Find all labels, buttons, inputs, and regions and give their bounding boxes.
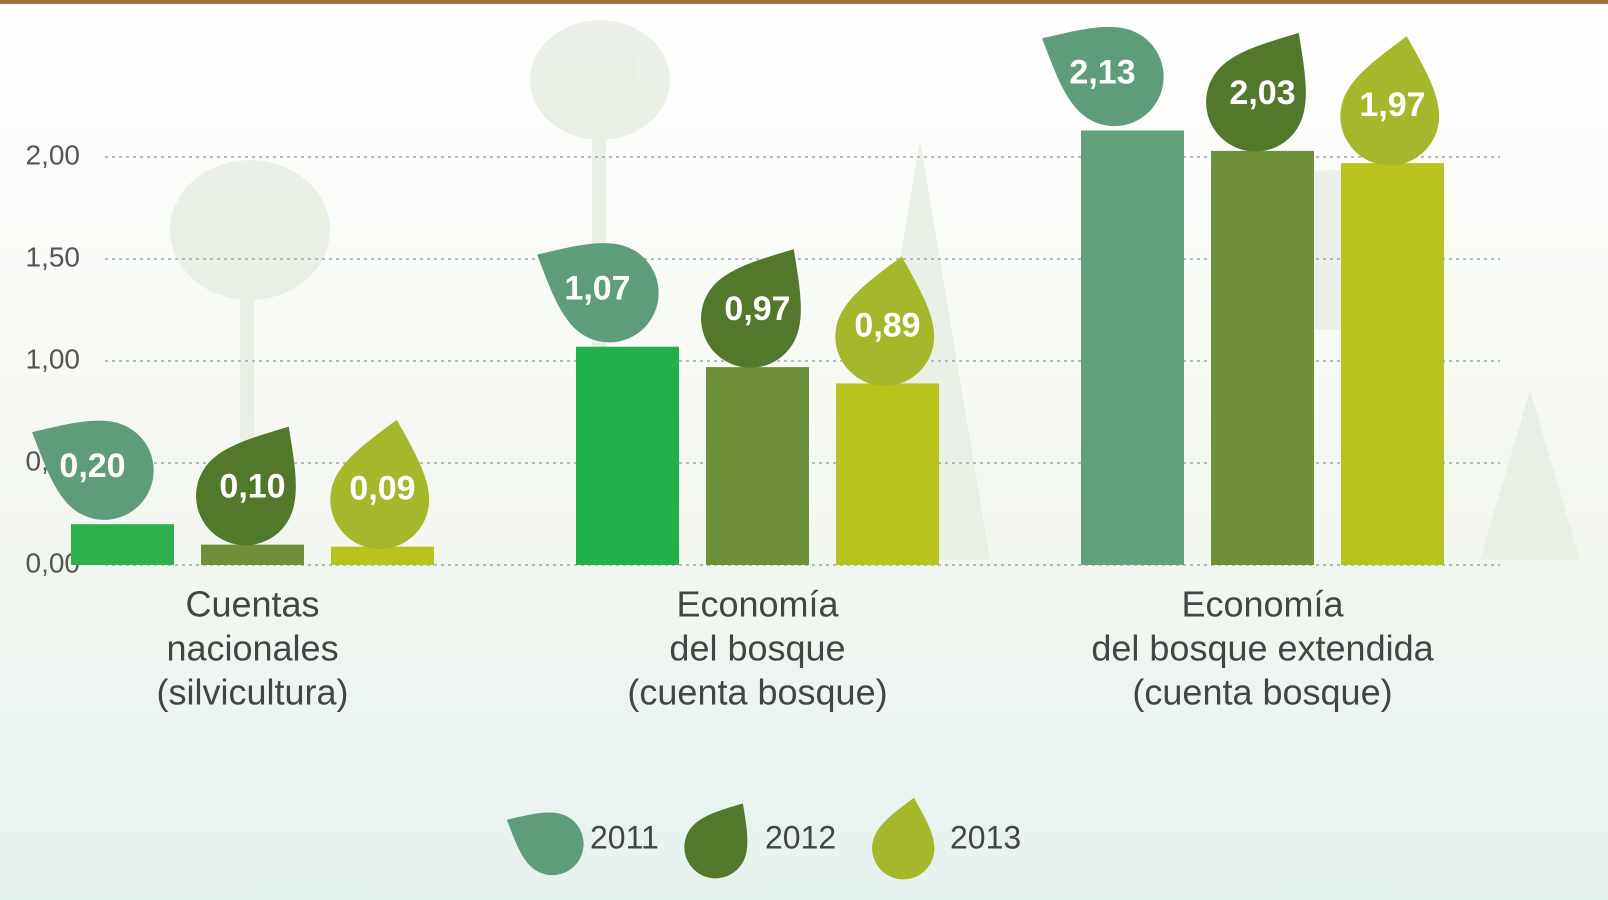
value-leaf: 0,09 [330, 419, 430, 550]
leaf [330, 419, 430, 550]
leaf [537, 243, 659, 343]
leaf [701, 249, 801, 368]
value-label: 1,07 [564, 270, 630, 308]
y-tick-label: 1,00 [26, 343, 81, 374]
leaf [684, 803, 748, 879]
value-label: 1,97 [1359, 86, 1425, 124]
x-category-label: (cuenta bosque) [1132, 672, 1392, 713]
legend-item: 2013 [872, 797, 1021, 880]
leaf [835, 256, 935, 386]
x-category-label: (cuenta bosque) [627, 672, 887, 713]
x-category-label: (silvicultura) [156, 672, 348, 713]
bar [71, 524, 174, 565]
legend-label: 2012 [765, 819, 836, 855]
bar [1341, 163, 1444, 565]
value-label: 0,97 [724, 290, 790, 328]
x-category-label: Cuentas [185, 584, 319, 625]
value-label: 2,03 [1229, 74, 1295, 112]
y-tick-label: 2,00 [26, 139, 81, 170]
bar [706, 367, 809, 565]
leaf [506, 812, 584, 876]
value-leaf: 2,13 [1042, 26, 1164, 127]
x-category-label: nacionales [166, 628, 338, 669]
y-tick-label: 0,00 [26, 547, 81, 578]
y-tick-label: 1,50 [26, 241, 81, 272]
value-label: 2,13 [1069, 53, 1135, 91]
value-leaf: 1,97 [1340, 36, 1440, 166]
leaf [872, 797, 935, 880]
legend-label: 2013 [950, 819, 1021, 855]
value-leaf: 1,07 [537, 243, 659, 343]
value-leaf: 0,10 [196, 426, 296, 546]
value-leaf: 0,20 [32, 420, 154, 520]
bar [201, 544, 304, 565]
leaf [1042, 26, 1164, 127]
bar [1081, 130, 1184, 566]
top-border [0, 0, 1608, 4]
x-category-label: Economía [1181, 584, 1344, 625]
legend-item: 2012 [684, 803, 836, 879]
value-label: 0,09 [349, 470, 415, 508]
x-category-label: del bosque extendida [1091, 628, 1434, 669]
leaf [32, 420, 154, 520]
x-category-label: Economía [676, 584, 839, 625]
bar [1211, 150, 1314, 565]
value-label: 0,10 [219, 468, 285, 506]
leaf [1340, 36, 1440, 166]
leaf [1206, 32, 1306, 152]
value-leaf: 0,89 [835, 256, 935, 386]
value-leaf: 0,97 [701, 249, 801, 368]
value-label: 0,89 [854, 306, 920, 344]
legend-label: 2011 [590, 819, 659, 855]
legend-item: 2011 [506, 812, 659, 876]
x-category-label: del bosque [669, 628, 845, 669]
bar [331, 546, 434, 565]
value-leaf: 2,03 [1206, 32, 1306, 152]
bar [576, 346, 679, 565]
value-label: 0,20 [59, 447, 125, 485]
bar [836, 383, 939, 565]
leaf [196, 426, 296, 546]
